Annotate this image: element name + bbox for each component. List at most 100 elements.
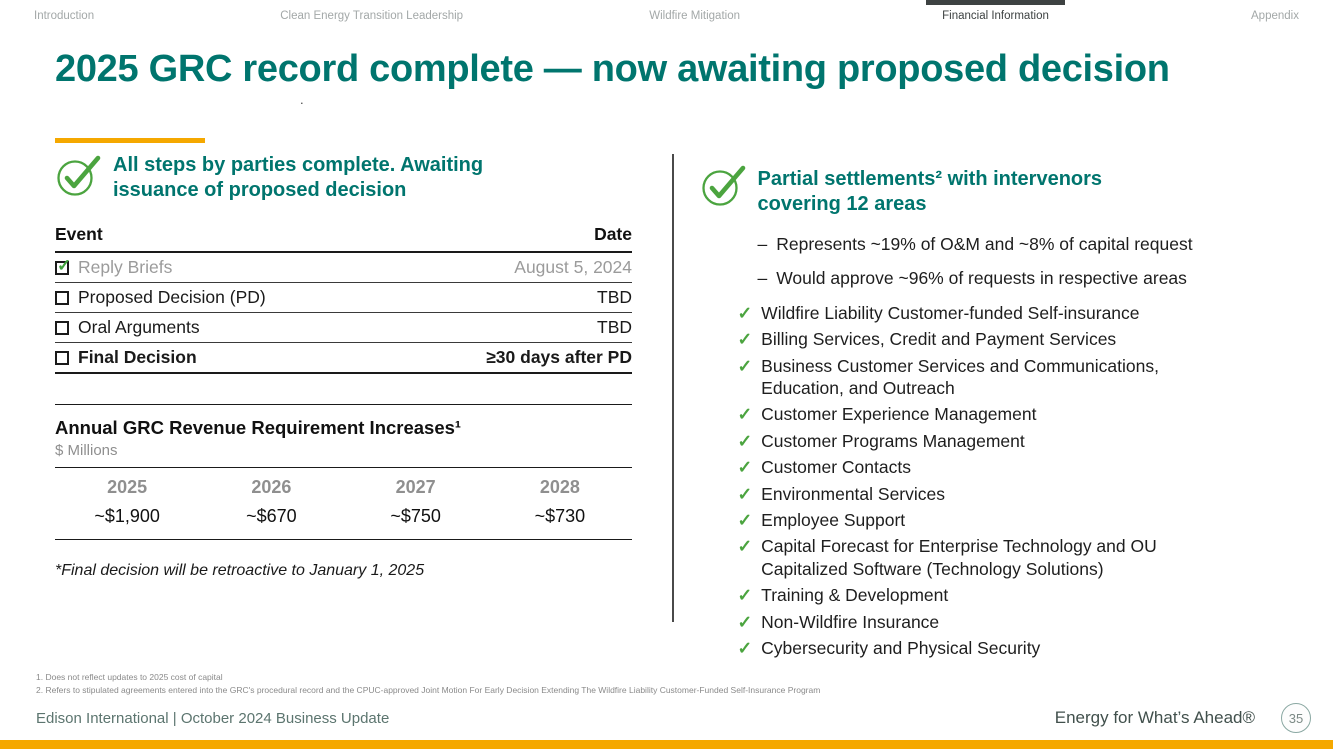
- check-icon: ✓: [737, 536, 753, 557]
- bullet-text: Would approve ~96% of requests in respec…: [776, 267, 1187, 288]
- retroactive-note: *Final decision will be retroactive to J…: [55, 561, 425, 579]
- dash-icon: –: [757, 233, 768, 254]
- section-divider-rule: [55, 403, 632, 405]
- table-row: Final Decision ≥30 days after PD: [55, 342, 632, 374]
- revenue-year: 2027: [395, 476, 436, 497]
- check-circle-icon: [700, 163, 746, 212]
- title-dot: .: [300, 92, 304, 107]
- checkbox-empty-icon: [55, 320, 69, 335]
- left-heading: All steps by parties complete. Awaiting …: [113, 153, 484, 202]
- nav-item-introduction[interactable]: Introduction: [34, 10, 95, 22]
- revenue-values-row: ~$1,900 ~$670 ~$750 ~$730: [55, 500, 632, 540]
- check-icon: ✓: [737, 637, 753, 658]
- list-item-text: Customer Programs Management: [761, 430, 1025, 451]
- list-item-text: Training & Development: [761, 585, 949, 606]
- check-icon: ✓: [737, 329, 753, 350]
- footer-right: Energy for What’s Ahead® 35: [1055, 703, 1311, 733]
- list-item: ✓ Customer Contacts: [738, 456, 1300, 478]
- list-item-text: Employee Support: [761, 510, 906, 530]
- orange-accent-bar: [55, 137, 205, 143]
- revenue-value: ~$1,900: [94, 505, 160, 526]
- footer-attribution: Edison International | October 2024 Busi…: [36, 709, 390, 727]
- list-item: ✓ Training & Development: [738, 584, 1300, 606]
- events-col-date: Date: [396, 221, 632, 253]
- check-icon: ✓: [737, 355, 753, 376]
- table-row: Proposed Decision (PD) TBD: [55, 282, 632, 313]
- revenue-year: 2028: [539, 476, 580, 497]
- table-row: ✓ Reply Briefs August 5, 2024: [55, 251, 632, 283]
- revenue-year: 2025: [107, 476, 148, 497]
- list-item-text: Non-Wildfire Insurance: [761, 611, 940, 632]
- check-icon: ✓: [737, 302, 753, 323]
- event-date: TBD: [396, 282, 632, 313]
- events-table: Event Date ✓ Reply Briefs August 5, 2024 …: [55, 221, 632, 374]
- check-icon: ✓: [737, 457, 753, 478]
- list-item-text: Billing Services, Credit and Payment Ser…: [761, 329, 1117, 350]
- page-title: 2025 GRC record complete — now awaiting …: [55, 48, 1170, 90]
- footnotes: 1. Does not reflect updates to 2025 cost…: [36, 671, 820, 697]
- list-item: ✓ Environmental Services: [738, 483, 1300, 505]
- event-label: Oral Arguments: [78, 316, 200, 337]
- check-icon: ✓: [737, 483, 753, 504]
- event-label: Reply Briefs: [78, 256, 173, 277]
- table-row: Oral Arguments TBD: [55, 312, 632, 343]
- right-section-header: Partial settlements² with intervenors co…: [700, 163, 1300, 218]
- section-nav: Introduction Clean Energy Transition Lea…: [0, 0, 1333, 22]
- event-date: ≥30 days after PD: [396, 342, 632, 374]
- list-item: ✓ Business Customer Services and Communic…: [738, 355, 1300, 400]
- list-item-text: Cybersecurity and Physical Security: [761, 637, 1041, 658]
- list-item: ✓ Billing Services, Credit and Payment Se…: [738, 328, 1300, 350]
- check-icon: ✓: [737, 404, 753, 425]
- revenue-year: 2026: [251, 476, 292, 497]
- check-icon: ✓: [737, 510, 753, 530]
- list-item-text: Business Customer Services and Communica…: [761, 355, 1159, 399]
- page-number-badge: 35: [1281, 703, 1311, 733]
- list-item: ✓ Customer Programs Management: [738, 430, 1300, 452]
- revenue-value: ~$670: [246, 505, 297, 526]
- list-item-text: Customer Contacts: [761, 457, 911, 478]
- list-item-text: Wildfire Liability Customer-funded Self-…: [761, 302, 1140, 323]
- revenue-value: ~$750: [390, 505, 441, 526]
- right-column: Partial settlements² with intervenors co…: [700, 138, 1300, 664]
- footnote: 2. Refers to stipulated agreements enter…: [36, 684, 821, 695]
- list-item-text: Capital Forecast for Enterprise Technolo…: [761, 536, 1157, 579]
- revenue-subtitle: $ Millions: [55, 442, 632, 468]
- event-label: Proposed Decision (PD): [78, 286, 266, 307]
- events-col-event: Event: [55, 221, 397, 253]
- list-item: – Represents ~19% of O&M and ~8% of capi…: [758, 234, 1300, 255]
- list-item: – Would approve ~96% of requests in resp…: [758, 268, 1300, 289]
- event-label: Final Decision: [78, 346, 197, 367]
- checkbox-empty-icon: [55, 290, 69, 305]
- list-item: ✓ Non-Wildfire Insurance: [738, 611, 1300, 633]
- checkbox-checked-icon: ✓: [55, 257, 71, 275]
- footer-tagline: Energy for What’s Ahead®: [1054, 708, 1255, 727]
- checkbox-empty-icon: [55, 350, 69, 365]
- bullet-text: Represents ~19% of O&M and ~8% of capita…: [776, 233, 1193, 254]
- content-area: All steps by parties complete. Awaiting …: [55, 137, 1333, 664]
- check-icon: ✓: [737, 430, 753, 451]
- dash-icon: –: [757, 267, 768, 288]
- revenue-title: Annual GRC Revenue Requirement Increases…: [55, 416, 462, 438]
- list-item-text: Customer Experience Management: [761, 404, 1037, 425]
- bottom-accent-bar: [0, 740, 1333, 749]
- nav-item-clean-energy[interactable]: Clean Energy Transition Leadership: [280, 10, 464, 22]
- nav-item-financial-information[interactable]: Financial Information: [926, 0, 1065, 22]
- revenue-years-row: 2025 2026 2027 2028: [55, 468, 632, 500]
- right-heading: Partial settlements² with intervenors co…: [757, 167, 1103, 216]
- list-item: ✓ Cybersecurity and Physical Security: [738, 637, 1300, 659]
- event-date: August 5, 2024: [396, 251, 632, 283]
- revenue-value: ~$730: [534, 505, 586, 526]
- list-item: ✓ Capital Forecast for Enterprise Technol…: [738, 535, 1300, 580]
- column-divider: [672, 153, 674, 622]
- left-column: All steps by parties complete. Awaiting …: [55, 137, 632, 664]
- dash-bullet-list: – Represents ~19% of O&M and ~8% of capi…: [758, 234, 1300, 289]
- check-icon: ✓: [737, 611, 753, 632]
- event-date: TBD: [396, 312, 632, 343]
- left-section-header: All steps by parties complete. Awaiting …: [55, 153, 632, 204]
- check-icon: ✓: [737, 585, 753, 606]
- footnote: 1. Does not reflect updates to 2025 cost…: [36, 671, 223, 682]
- nav-item-wildfire-mitigation[interactable]: Wildfire Mitigation: [649, 10, 740, 22]
- nav-item-appendix[interactable]: Appendix: [1251, 10, 1299, 22]
- settlement-areas-list: ✓ Wildfire Liability Customer-funded Self…: [738, 302, 1300, 659]
